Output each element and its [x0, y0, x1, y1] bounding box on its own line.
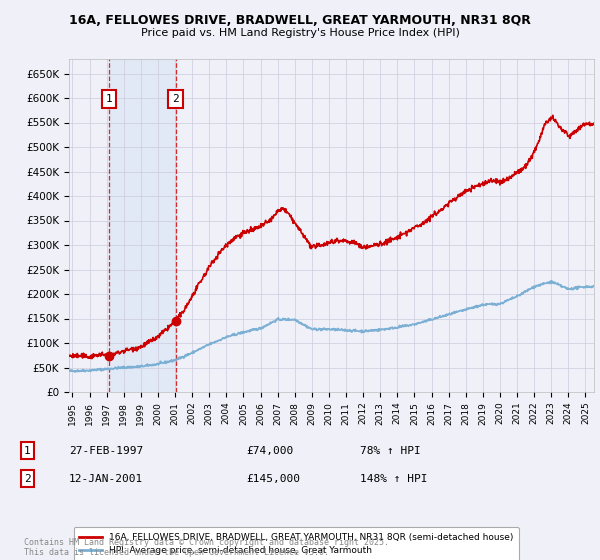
Text: 1: 1 — [24, 446, 31, 456]
Legend: 16A, FELLOWES DRIVE, BRADWELL, GREAT YARMOUTH, NR31 8QR (semi-detached house), H: 16A, FELLOWES DRIVE, BRADWELL, GREAT YAR… — [74, 528, 518, 560]
Text: 2: 2 — [24, 474, 31, 484]
Text: 78% ↑ HPI: 78% ↑ HPI — [360, 446, 421, 456]
Text: 16A, FELLOWES DRIVE, BRADWELL, GREAT YARMOUTH, NR31 8QR: 16A, FELLOWES DRIVE, BRADWELL, GREAT YAR… — [69, 14, 531, 27]
Text: 148% ↑ HPI: 148% ↑ HPI — [360, 474, 427, 484]
Text: 1: 1 — [106, 94, 113, 104]
Bar — [109, 59, 176, 392]
Text: 12-JAN-2001: 12-JAN-2001 — [69, 474, 143, 484]
Text: 2: 2 — [172, 94, 179, 104]
Text: £74,000: £74,000 — [246, 446, 293, 456]
Text: 27-FEB-1997: 27-FEB-1997 — [69, 446, 143, 456]
Text: Contains HM Land Registry data © Crown copyright and database right 2025.
This d: Contains HM Land Registry data © Crown c… — [24, 538, 389, 557]
Text: £145,000: £145,000 — [246, 474, 300, 484]
Text: Price paid vs. HM Land Registry's House Price Index (HPI): Price paid vs. HM Land Registry's House … — [140, 28, 460, 38]
